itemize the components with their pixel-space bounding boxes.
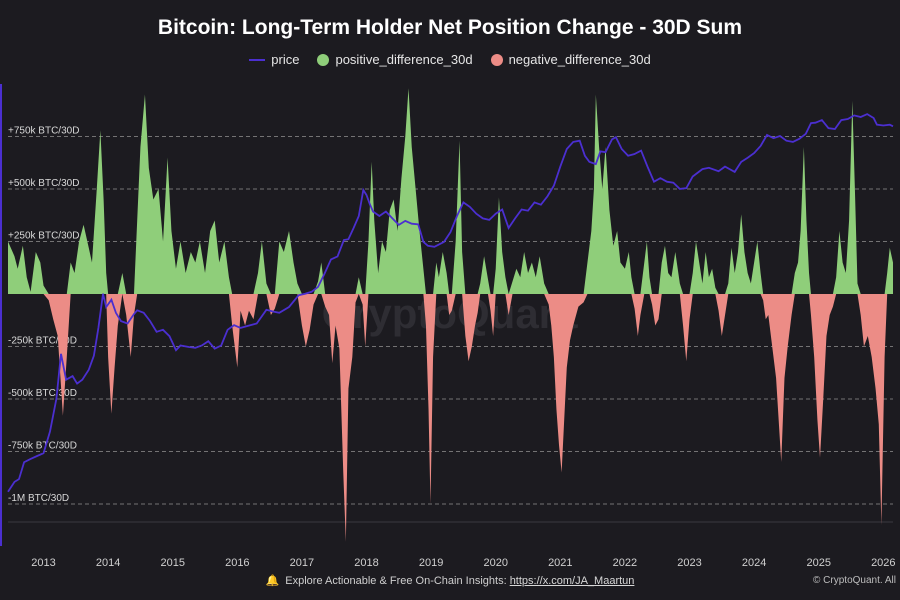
legend-dot-icon [317,53,330,66]
y-tick-label: -1M BTC/30D [8,493,69,504]
x-tick-label: 2021 [548,557,572,569]
chart-title: Bitcoin: Long-Term Holder Net Position C… [157,16,743,39]
legend-item-price[interactable]: price [249,52,299,67]
x-tick-label: 2026 [871,557,895,569]
x-tick-label: 2022 [613,557,637,569]
footer: 🔔 Explore Actionable & Free On-Chain Insi… [0,574,900,587]
x-tick-label: 2020 [483,557,507,569]
x-tick-label: 2018 [354,557,378,569]
legend-label-negative: negative_difference_30d [508,52,651,67]
x-tick-label: 2017 [290,557,314,569]
footer-link[interactable]: https://x.com/JA_Maartun [509,575,635,587]
footer-text: Explore Actionable & Free On-Chain Insig… [285,575,507,587]
y-tick-label: -750k BTC/30D [8,441,77,452]
legend-item-negative[interactable]: negative_difference_30d [490,52,651,67]
y-tick-label: +500k BTC/30D [8,178,79,189]
x-tick-label: 2019 [419,557,443,569]
copyright: © CryptoQuant. All [813,575,896,586]
legend-label-positive: positive_difference_30d [335,52,473,67]
positive-area [8,88,893,294]
x-tick-label: 2014 [96,557,120,569]
price-line [7,113,894,493]
legend-item-positive[interactable]: positive_difference_30d [317,52,473,67]
y-tick-label: -500k BTC/30D [8,388,77,399]
bell-icon: 🔔 [265,575,280,587]
y-tick-label: +250k BTC/30D [8,231,79,242]
legend: price positive_difference_30d negative_d… [0,52,900,67]
legend-dot-icon [490,53,503,66]
x-tick-label: 2025 [806,557,830,569]
price-axis-edge [0,84,2,546]
legend-line-icon [249,58,266,61]
x-tick-label: 2016 [225,557,249,569]
x-tick-label: 2024 [742,557,766,569]
x-tick-label: 2015 [160,557,184,569]
x-tick-label: 2023 [677,557,701,569]
x-tick-label: 2013 [31,557,55,569]
legend-label-price: price [271,52,300,67]
y-tick-label: +750k BTC/30D [8,126,79,137]
y-tick-label: -250k BTC/30D [8,336,77,347]
